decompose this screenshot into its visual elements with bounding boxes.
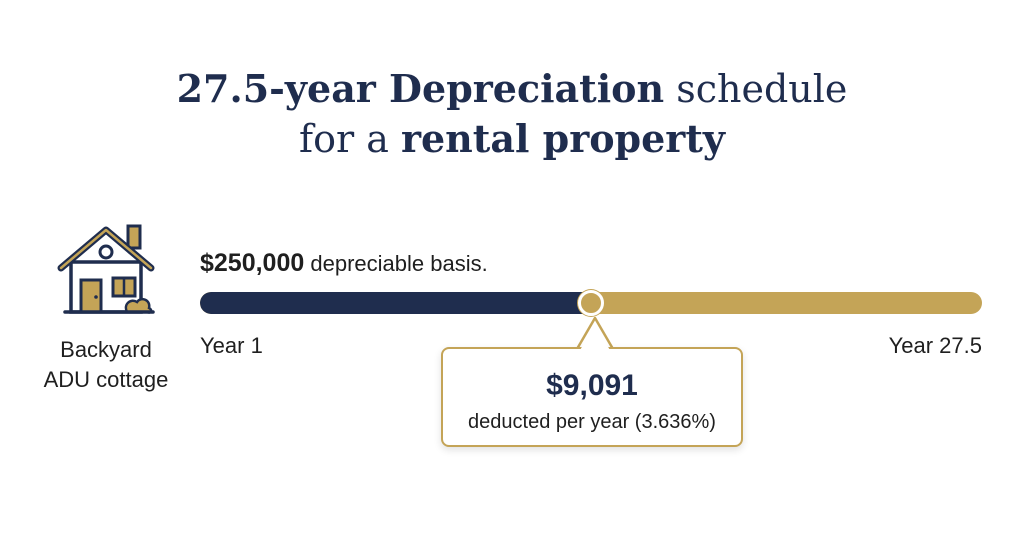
timeline-progress-fill [200,292,591,314]
title-line-1: 27.5-year Depreciation schedule [0,64,1024,114]
title-bold-phrase-2: rental property [400,116,725,161]
basis-label: depreciable basis. [304,251,488,276]
property-label-line-1: Backyard [60,337,152,362]
annual-deduction-text: deducted per year (3.636%) [468,411,716,433]
property-label-line-2: ADU cottage [43,367,169,392]
basis-amount: $250,000 [200,249,305,277]
callout-pointer-mask [579,324,611,352]
property-label: Backyard ADU cottage [30,335,182,395]
annual-deduction-amount: $9,091 [546,369,638,402]
page-title: 27.5-year Depreciation schedule for a re… [0,64,1024,164]
house-icon [57,224,155,314]
title-prefix-phrase: for a [299,117,401,161]
depreciable-basis: $250,000 depreciable basis. [200,249,488,278]
annual-deduction-callout: $9,091 deducted per year (3.636%) [441,347,743,447]
timeline-marker [578,290,604,316]
title-line-2: for a rental property [0,114,1024,164]
title-rest-phrase: schedule [664,67,848,111]
timeline-start-label: Year 1 [200,333,263,358]
title-bold-phrase: 27.5-year Depreciation [176,66,665,111]
timeline-end-label: Year 27.5 [888,333,982,358]
